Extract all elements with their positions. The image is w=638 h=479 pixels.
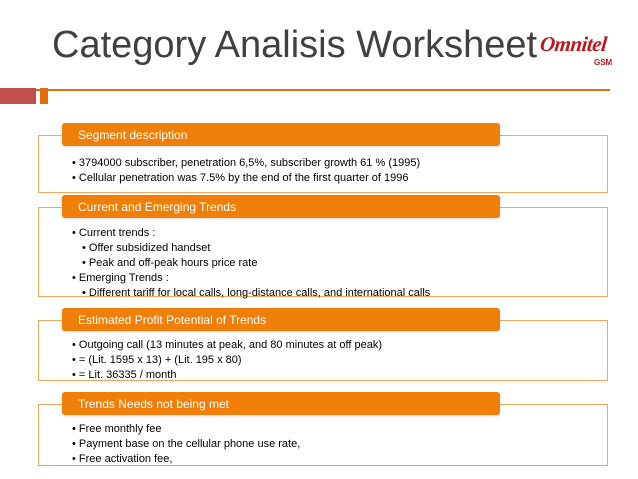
bullet-item: • 3794000 subscriber, penetration 6,5%, … xyxy=(72,157,421,169)
section-header: Current and Emerging Trends xyxy=(62,195,500,218)
bullet-list: • Current trends : • Offer subsidized ha… xyxy=(72,226,430,301)
bullet-list: • Free monthly fee • Payment base on the… xyxy=(72,422,300,467)
bullet-subitem: • Different tariff for local calls, long… xyxy=(82,287,431,299)
logo-wordmark: Omnitel xyxy=(538,32,608,56)
section-header: Segment description xyxy=(62,123,500,146)
section-header-label: Trends Needs not being met xyxy=(78,397,229,411)
bullet-item: • = (Lit. 1595 x 13) + (Lit. 195 x 80) xyxy=(72,354,242,366)
section-profit-potential: Estimated Profit Potential of Trends • O… xyxy=(38,308,608,381)
title-divider xyxy=(0,89,610,91)
bullet-item: • Current trends : xyxy=(72,227,156,239)
section-header: Trends Needs not being met xyxy=(62,392,500,415)
section-header-label: Current and Emerging Trends xyxy=(78,200,237,214)
bullet-item: • Outgoing call (13 minutes at peak, and… xyxy=(72,339,382,351)
bullet-item: • Free activation fee, xyxy=(72,453,173,465)
omnitel-logo: Omnitel GSM xyxy=(538,14,630,76)
section-segment-description: Segment description • 3794000 subscriber… xyxy=(38,123,608,193)
divider-accent-block xyxy=(0,88,36,104)
section-header-label: Estimated Profit Potential of Trends xyxy=(78,313,267,327)
slide-title: Category Analisis Worksheet xyxy=(52,24,538,66)
section-box xyxy=(38,207,608,297)
bullet-list: • 3794000 subscriber, penetration 6,5%, … xyxy=(72,156,420,186)
bullet-item: • Emerging Trends : xyxy=(72,272,169,284)
bullet-item: • Cellular penetration was 7.5% by the e… xyxy=(72,172,409,184)
logo-subtext: GSM xyxy=(594,58,613,67)
divider-accent-small xyxy=(40,88,48,104)
bullet-subitem: • Offer subsidized handset xyxy=(82,242,211,254)
bullet-item: • Free monthly fee xyxy=(72,423,162,435)
section-header-label: Segment description xyxy=(78,128,188,142)
bullet-item: • Payment base on the cellular phone use… xyxy=(72,438,301,450)
bullet-item: • = Lit. 36335 / month xyxy=(72,369,177,381)
bullet-subitem: • Peak and off-peak hours price rate xyxy=(82,257,258,269)
section-header: Estimated Profit Potential of Trends xyxy=(62,308,500,331)
section-trends-needs-not-met: Trends Needs not being met • Free monthl… xyxy=(38,392,608,466)
bullet-list: • Outgoing call (13 minutes at peak, and… xyxy=(72,338,382,383)
section-current-emerging-trends: Current and Emerging Trends • Current tr… xyxy=(38,195,608,299)
